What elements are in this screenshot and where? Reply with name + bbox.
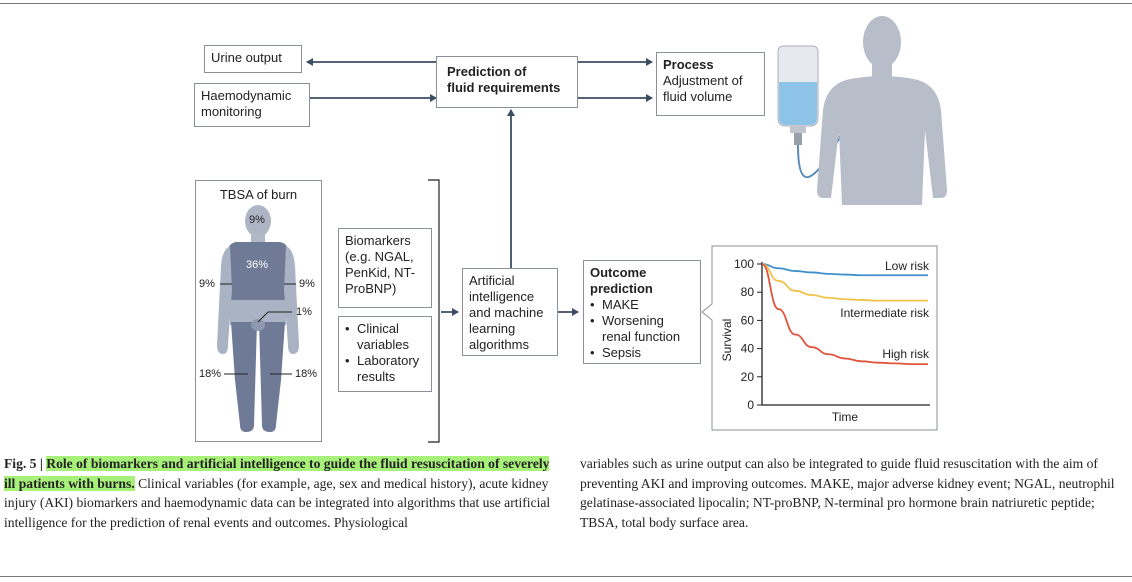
figure-diagram: 0 20 40 60 80 100 Time Survival Low risk Inte… [217, 16, 947, 443]
caption-right: variables such as urine output can also … [580, 454, 1126, 532]
biomarkers-box: Biomarkers (e.g. NGAL, PenKid, NT-ProBNP… [338, 228, 432, 308]
tbsa-trunk-pct: 36% [246, 259, 269, 271]
outcome-item: Worsening renal function [590, 313, 694, 345]
survival-chart: 0 20 40 60 80 100 Time Survival Low risk Inte… [701, 245, 938, 431]
tbsa-body-figure [217, 205, 299, 432]
prediction-label-line2: fluid requirements [447, 80, 561, 95]
haemodynamic-label: Haemodynamic monitoring [201, 88, 292, 119]
process-title: Process [663, 57, 714, 72]
haemodynamic-box: Haemodynamic monitoring [194, 83, 310, 127]
y-tick-label: 0 [747, 398, 754, 412]
tbsa-left-leg-pct: 18% [199, 368, 222, 380]
prediction-label-line1: Prediction of [447, 64, 527, 79]
top-rule [0, 3, 1132, 4]
clinical-item: Laboratory results [345, 353, 425, 385]
legend-high-risk: High risk [882, 347, 930, 361]
series-line-intermediate-risk [761, 263, 928, 302]
urine-output-label: Urine output [211, 50, 282, 65]
y-tick-label: 40 [741, 342, 755, 356]
x-axis-title: Time [832, 410, 859, 424]
tbsa-head-pct: 9% [249, 214, 265, 226]
outcome-item: MAKE [590, 297, 694, 313]
process-box: Process Adjustment of fluid volume [656, 52, 765, 116]
y-tick-label: 100 [734, 257, 754, 271]
outcome-list: MAKE Worsening renal function Sepsis [590, 297, 694, 361]
tbsa-right-leg-pct: 18% [295, 368, 318, 380]
tbsa-genital-pct: 1% [296, 306, 312, 318]
legend-low-risk: Low risk [885, 259, 930, 273]
outcome-box: Outcome prediction MAKE Worsening renal … [583, 260, 701, 364]
series-line-low-risk [761, 263, 928, 277]
y-tick-label: 20 [741, 370, 755, 384]
patient-silhouette [817, 16, 947, 205]
legend-intermediate-risk: Intermediate risk [840, 306, 930, 320]
caption-right-text: variables such as urine output can also … [580, 456, 1115, 530]
clinical-list: Clinical variables Laboratory results [345, 321, 425, 385]
outcome-item: Sepsis [590, 345, 694, 361]
y-axis-title: Survival [720, 319, 734, 362]
tbsa-leader-lines [220, 283, 296, 375]
caption-left: Fig. 5 | Role of biomarkers and artifici… [4, 454, 552, 532]
y-tick-label: 80 [741, 285, 755, 299]
process-body: Adjustment of fluid volume [663, 73, 743, 104]
input-bracket [428, 179, 440, 443]
tbsa-title: TBSA of burn [219, 187, 298, 202]
ai-label: Artificial intelligence and machine lear… [469, 273, 544, 352]
bottom-rule [0, 576, 1132, 577]
prediction-box: Prediction of fluid requirements [436, 56, 578, 108]
outcome-title: Outcome prediction [590, 265, 653, 296]
tbsa-left-arm-pct: 9% [199, 278, 215, 290]
biomarkers-label: Biomarkers (e.g. NGAL, PenKid, NT-ProBNP… [345, 233, 416, 296]
clinical-box: Clinical variables Laboratory results [338, 316, 432, 392]
figure-label: Fig. 5 | [4, 456, 43, 471]
clinical-item: Clinical variables [345, 321, 425, 353]
iv-bag-icon [777, 45, 846, 179]
tbsa-right-arm-pct: 9% [299, 278, 315, 290]
y-tick-label: 60 [741, 313, 755, 327]
ai-box: Artificial intelligence and machine lear… [462, 268, 558, 356]
connector-arrows [306, 58, 653, 316]
urine-output-box: Urine output [204, 45, 302, 73]
tbsa-box: TBSA of burn [195, 180, 322, 442]
series-line-high-risk [761, 263, 928, 366]
caption-left-text: Clinical variables (for example, age, se… [4, 475, 551, 530]
